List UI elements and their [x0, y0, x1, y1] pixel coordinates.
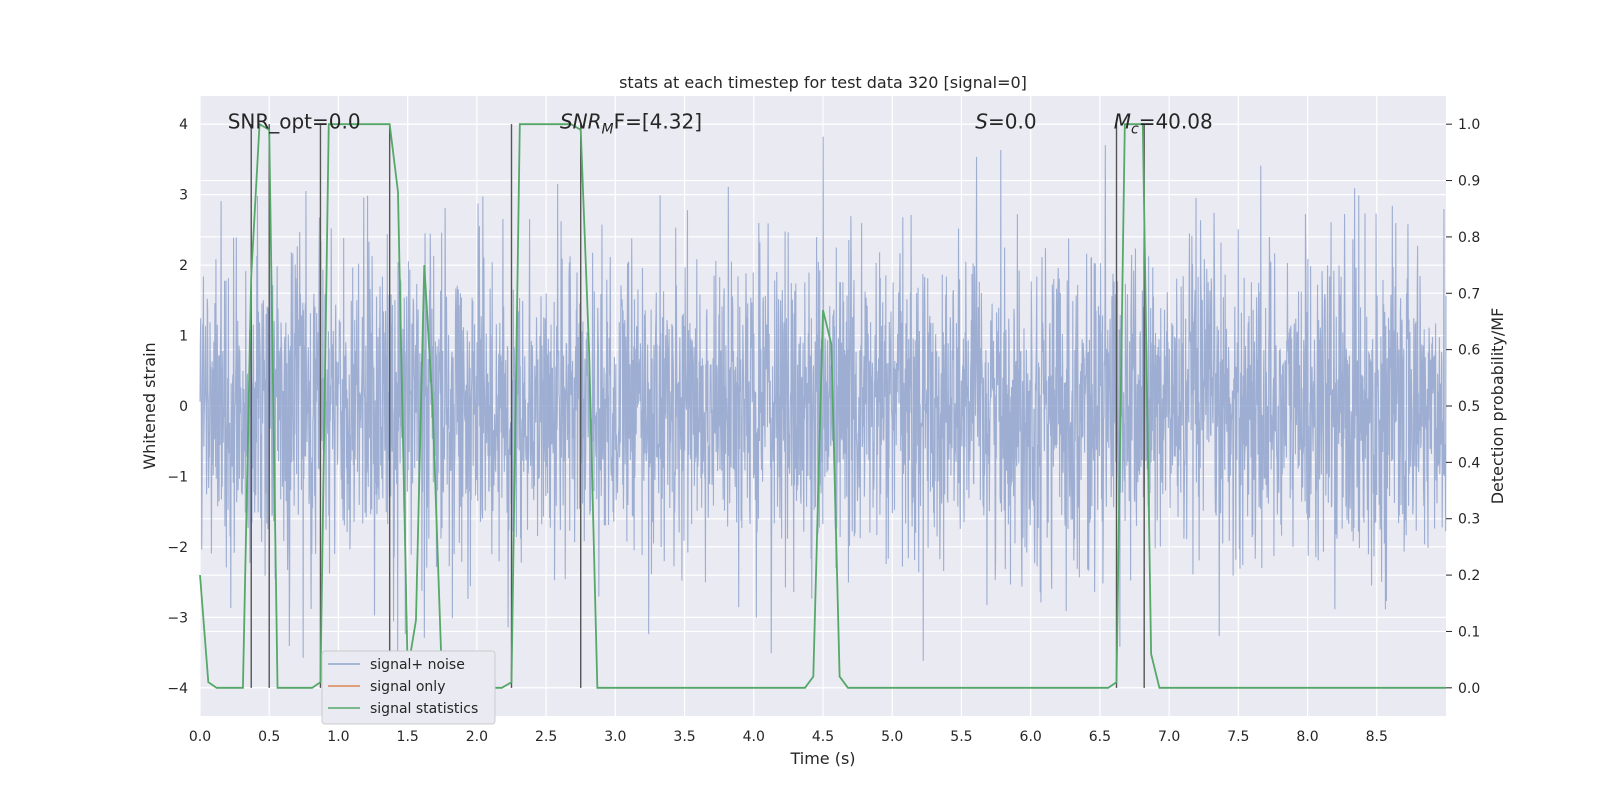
y-left-tick-label: −3	[167, 610, 188, 626]
x-tick-label: 1.5	[397, 729, 419, 745]
y-right-axis-label: Detection probability/MF	[1488, 308, 1507, 505]
x-tick-label: 7.5	[1227, 729, 1249, 745]
x-tick-label: 4.0	[743, 729, 765, 745]
x-tick-label: 6.0	[1020, 729, 1042, 745]
x-tick-label: 5.5	[950, 729, 972, 745]
x-tick-label: 8.5	[1366, 729, 1388, 745]
x-tick-label: 2.5	[535, 729, 557, 745]
y-right-tick-label: 0.0	[1458, 681, 1480, 697]
y-right-tick-label: 1.0	[1458, 117, 1480, 133]
y-right-tick-label: 0.7	[1458, 286, 1480, 302]
annotations: SNR_opt=0.0 SNRMF=[4.32] S=0.0 Mc=40.08	[228, 110, 1213, 138]
x-tick-label: 6.5	[1089, 729, 1111, 745]
y-left-tick-label: 2	[179, 258, 188, 274]
annotation-text: Mc=40.08	[1114, 110, 1213, 138]
y-right-tick-label: 0.5	[1458, 399, 1480, 415]
x-axis-label: Time (s)	[789, 749, 855, 768]
signal-statistics-line	[199, 122, 1446, 689]
y-left-tick-label: 3	[179, 188, 188, 204]
y-left-tick-label: −1	[167, 469, 188, 485]
x-tick-label: 7.0	[1158, 729, 1180, 745]
y-right-tick-label: 0.9	[1458, 174, 1480, 190]
y-right-axis-ticks: 0.0 0.1 0.2 0.3 0.4 0.5 0.6 0.7 0.8 0.9 1.0	[1446, 117, 1480, 697]
x-tick-label: 5.0	[881, 729, 903, 745]
annotation-text: SNRMF=[4.32]	[560, 110, 702, 138]
x-tick-label: 1.0	[327, 729, 349, 745]
y-left-tick-label: −4	[167, 681, 188, 697]
y-right-tick-label: 0.2	[1458, 568, 1480, 584]
legend-box	[321, 650, 496, 725]
y-left-tick-label: 1	[179, 329, 188, 345]
x-tick-label: 0.0	[189, 729, 211, 745]
y-left-axis-ticks: −4 −3 −2 −1 0 1 2 3 4	[167, 117, 188, 697]
annotation-text: S=0.0	[975, 110, 1036, 134]
x-tick-label: 3.5	[673, 729, 695, 745]
x-tick-label: 4.5	[812, 729, 834, 745]
legend: signal+ noise signal only signal statist…	[321, 650, 496, 725]
y-left-tick-label: 4	[179, 117, 188, 133]
x-tick-label: 3.0	[604, 729, 626, 745]
signal-statistics-series	[199, 122, 1446, 689]
y-left-tick-label: −2	[167, 540, 188, 556]
annotation-text: SNR_opt=0.0	[228, 110, 361, 134]
vertical-markers	[250, 124, 1145, 688]
x-tick-label: 2.0	[466, 729, 488, 745]
y-right-tick-label: 0.6	[1458, 343, 1480, 359]
x-axis-ticks: 0.0 0.5 1.0 1.5 2.0 2.5 3.0 3.5 4.0 4.5 5.0 5.5 6.0 6…	[189, 729, 1388, 745]
legend-label-signal-noise: signal+ noise	[370, 657, 465, 673]
x-tick-label: 8.0	[1296, 729, 1318, 745]
y-right-tick-label: 0.8	[1458, 230, 1480, 246]
y-left-axis-label: Whitened strain	[140, 342, 159, 469]
chart-title: stats at each timestep for test data 320…	[619, 73, 1027, 92]
legend-label-signal-only: signal only	[370, 679, 445, 695]
legend-label-signal-statistics: signal statistics	[370, 701, 478, 717]
y-left-tick-label: 0	[179, 399, 188, 415]
y-right-tick-label: 0.3	[1458, 512, 1480, 528]
y-right-tick-label: 0.4	[1458, 455, 1480, 471]
y-right-tick-label: 0.1	[1458, 624, 1480, 640]
x-tick-label: 0.5	[258, 729, 280, 745]
